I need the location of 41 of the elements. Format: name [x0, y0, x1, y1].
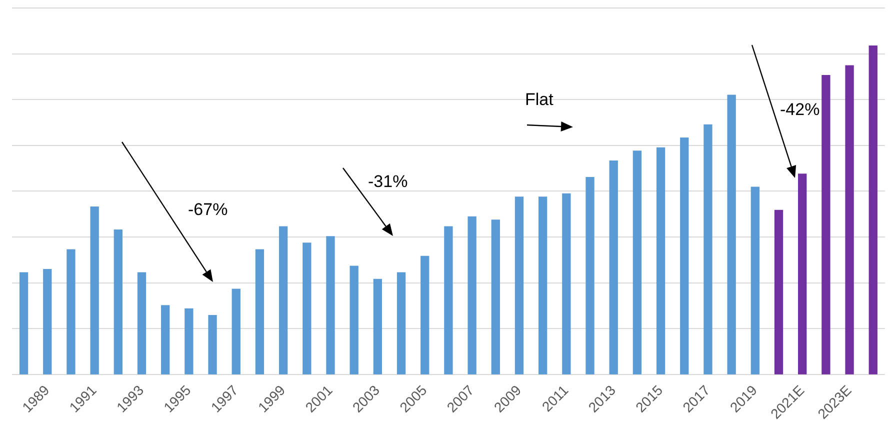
bar [750, 186, 760, 374]
bar [232, 288, 240, 374]
bar [373, 278, 382, 374]
bar [656, 147, 666, 374]
bar [396, 272, 406, 374]
bar [632, 150, 642, 374]
bar [586, 176, 594, 374]
bar [350, 266, 358, 374]
bar [184, 308, 194, 374]
bar [90, 206, 99, 374]
bar [822, 75, 830, 374]
annotation: -42% [780, 100, 820, 120]
bar [19, 272, 28, 374]
bar [562, 193, 571, 374]
bar [845, 65, 854, 374]
bar [468, 216, 476, 374]
bar [798, 174, 807, 374]
bar [538, 196, 548, 374]
annotation: Flat [525, 90, 554, 110]
annotation: -31% [368, 172, 408, 192]
bar [302, 242, 312, 374]
bar [114, 230, 122, 374]
bar [444, 226, 453, 374]
bar [161, 305, 170, 374]
bar [868, 45, 878, 374]
bar [66, 249, 76, 374]
bar [255, 249, 264, 374]
bar [774, 210, 784, 374]
bar [208, 315, 217, 374]
bar [491, 220, 500, 374]
bar [278, 226, 288, 374]
annotation: -67% [188, 200, 228, 220]
bar [420, 256, 430, 374]
bar [704, 124, 712, 374]
bar [137, 272, 146, 374]
bar [727, 94, 736, 374]
bar [609, 160, 618, 374]
bar [43, 268, 52, 374]
bar [514, 196, 524, 374]
bar [326, 236, 335, 374]
bar [680, 138, 689, 374]
